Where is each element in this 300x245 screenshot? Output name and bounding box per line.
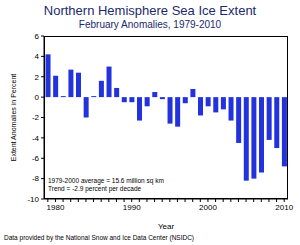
svg-text:2010: 2010: [275, 203, 292, 212]
svg-text:0: 0: [35, 93, 40, 102]
html-text:1979-2000 average = 15.6 milli: 1979-2000 average = 15.6 million sq km: [48, 177, 164, 184]
svg-text:1980: 1980: [47, 203, 65, 212]
svg-text:-10: -10: [27, 195, 39, 204]
svg-text:6: 6: [35, 32, 40, 41]
html-text:Data provided by the National: Data provided by the National Snow and I…: [4, 234, 194, 241]
html-text:Northern Hemisphere Sea Ice Ex: Northern Hemisphere Sea Ice Extent: [43, 3, 257, 18]
svg-text:2: 2: [35, 73, 40, 82]
svg-text:-8: -8: [32, 174, 40, 183]
svg-text:2000: 2000: [199, 203, 217, 212]
svg-text:-4: -4: [32, 134, 40, 143]
html-text:February Anomalies, 1979-2010: February Anomalies, 1979-2010: [78, 19, 222, 30]
svg-text:Year: Year: [158, 222, 175, 231]
svg-text:1990: 1990: [123, 203, 141, 212]
svg-text:Extent Anomalies in Percent: Extent Anomalies in Percent: [10, 74, 17, 162]
html-text:Trend = -2.9 percent per decad: Trend = -2.9 percent per decade: [48, 185, 142, 192]
svg-text:-6: -6: [32, 154, 40, 163]
svg-text:4: 4: [35, 52, 40, 61]
svg-text:-2: -2: [32, 113, 40, 122]
